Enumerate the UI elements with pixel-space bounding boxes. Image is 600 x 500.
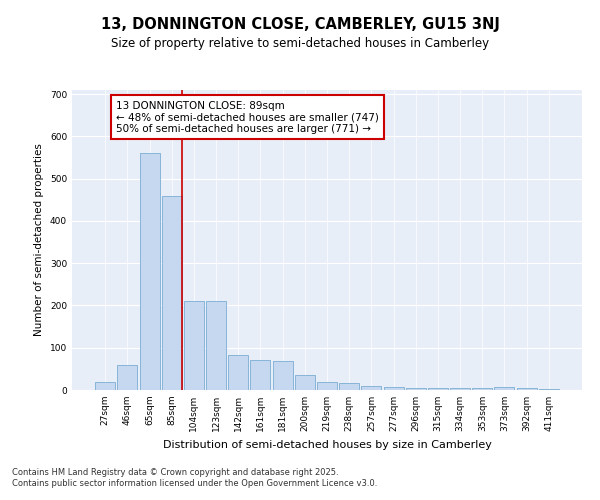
Bar <box>472 388 492 390</box>
Bar <box>361 386 382 390</box>
Text: 13, DONNINGTON CLOSE, CAMBERLEY, GU15 3NJ: 13, DONNINGTON CLOSE, CAMBERLEY, GU15 3N… <box>101 18 499 32</box>
Bar <box>206 302 226 390</box>
Bar <box>295 375 315 390</box>
Text: Contains HM Land Registry data © Crown copyright and database right 2025.
Contai: Contains HM Land Registry data © Crown c… <box>12 468 377 487</box>
Y-axis label: Number of semi-detached properties: Number of semi-detached properties <box>34 144 44 336</box>
Bar <box>339 383 359 390</box>
Bar <box>250 360 271 390</box>
Bar <box>539 388 559 390</box>
Bar <box>317 382 337 390</box>
Bar <box>118 364 137 390</box>
Bar <box>228 354 248 390</box>
Bar <box>450 388 470 390</box>
Bar <box>494 386 514 390</box>
Bar <box>95 382 115 390</box>
Bar <box>272 362 293 390</box>
Bar <box>406 388 426 390</box>
Text: 13 DONNINGTON CLOSE: 89sqm
← 48% of semi-detached houses are smaller (747)
50% o: 13 DONNINGTON CLOSE: 89sqm ← 48% of semi… <box>116 100 379 134</box>
Bar <box>162 196 182 390</box>
Bar <box>184 302 204 390</box>
Bar <box>428 388 448 390</box>
X-axis label: Distribution of semi-detached houses by size in Camberley: Distribution of semi-detached houses by … <box>163 440 491 450</box>
Bar <box>383 386 404 390</box>
Text: Size of property relative to semi-detached houses in Camberley: Size of property relative to semi-detach… <box>111 38 489 51</box>
Bar <box>140 152 160 390</box>
Bar <box>517 388 536 390</box>
